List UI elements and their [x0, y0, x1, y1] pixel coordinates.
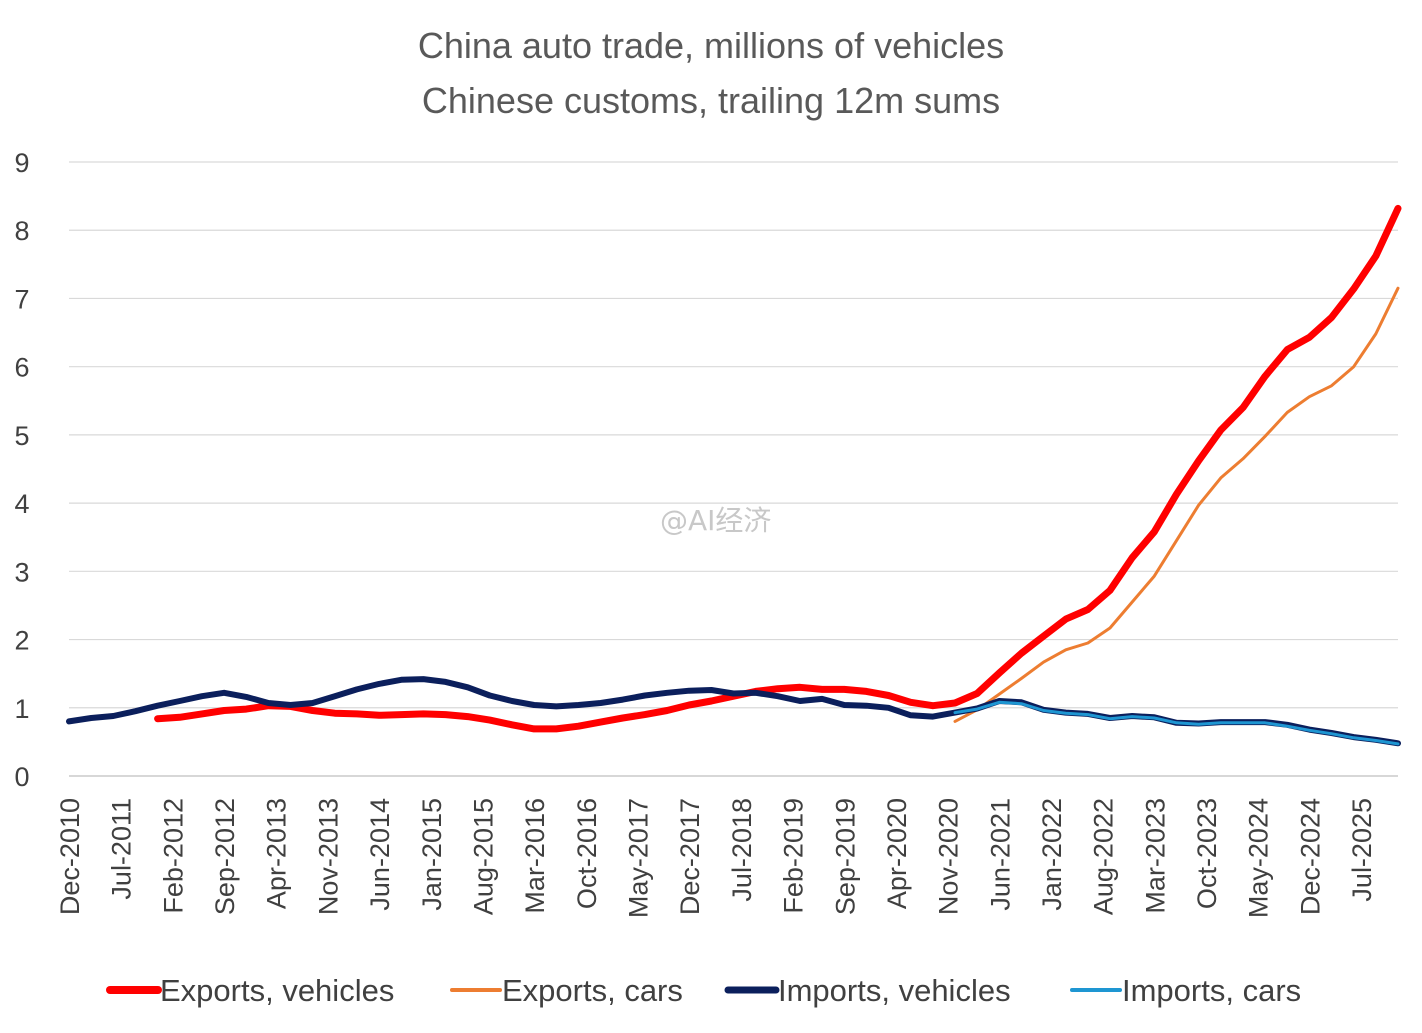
x-tick-label: Jul-2018	[727, 798, 757, 902]
x-tick-label: Oct-2023	[1192, 798, 1222, 909]
grid-lines	[69, 161, 1398, 777]
x-tick-label: Aug-2015	[468, 798, 498, 915]
x-tick-label: Apr-2013	[262, 798, 292, 909]
x-tick-label: Jan-2022	[1037, 798, 1067, 911]
x-tick-label: Mar-2023	[1140, 798, 1170, 914]
y-tick-label: 5	[14, 421, 29, 451]
series-line-exports-cars	[953, 286, 1400, 723]
legend: Exports, vehicles Exports, cars Imports, v…	[106, 973, 1301, 1008]
x-tick-label: Oct-2016	[572, 798, 602, 909]
x-tick-label: Dec-2024	[1295, 798, 1325, 915]
x-tick-label: Dec-2017	[675, 798, 705, 915]
x-tick-label: Apr-2020	[882, 798, 912, 909]
x-tick-label: Aug-2022	[1089, 798, 1119, 915]
series-line-imports-vehicles	[66, 676, 1401, 747]
x-tick-label: Mar-2016	[520, 798, 550, 914]
x-axis-ticks: Dec-2010 Jul-2011 Feb-2012 Sep-2012 Apr-2013…	[55, 798, 1377, 918]
y-tick-label: 6	[14, 353, 29, 383]
y-tick-label: 4	[14, 489, 29, 519]
y-tick-label: 0	[14, 762, 29, 792]
y-tick-label: 7	[14, 284, 29, 314]
y-axis-ticks: 0 1 2 3 4 5 6 7 8 9	[14, 148, 29, 792]
x-tick-label: Nov-2013	[313, 798, 343, 915]
x-tick-label: Feb-2019	[779, 798, 809, 914]
x-tick-label: Jul-2011	[107, 798, 137, 900]
x-tick-label: Nov-2020	[934, 798, 964, 915]
x-tick-label: May-2024	[1244, 798, 1274, 918]
x-tick-label: Jun-2021	[985, 798, 1015, 911]
legend-label: Exports, cars	[502, 973, 683, 1008]
watermark-text: @AI经济	[660, 504, 771, 537]
x-tick-label: Feb-2012	[158, 798, 188, 914]
y-tick-label: 1	[14, 694, 29, 724]
y-tick-label: 3	[14, 557, 29, 587]
y-tick-label: 9	[14, 148, 29, 178]
legend-label: Exports, vehicles	[160, 973, 394, 1008]
x-tick-label: Jan-2015	[417, 798, 447, 911]
x-tick-label: Jul-2025	[1347, 798, 1377, 902]
x-tick-label: Jun-2014	[365, 798, 395, 911]
legend-label: Imports, vehicles	[778, 973, 1011, 1008]
x-tick-label: Sep-2012	[210, 798, 240, 915]
y-tick-label: 2	[14, 626, 29, 656]
chart-title: China auto trade, millions of vehicles	[418, 25, 1004, 66]
x-tick-label: May-2017	[624, 798, 654, 918]
x-tick-label: Sep-2019	[830, 798, 860, 915]
series-line-exports-vehicles	[154, 204, 1402, 733]
x-tick-label: Dec-2010	[55, 798, 85, 915]
legend-label: Imports, cars	[1122, 973, 1301, 1008]
series-lines	[66, 204, 1402, 747]
chart-subtitle: Chinese customs, trailing 12m sums	[422, 80, 1000, 121]
series-line-imports-cars	[953, 700, 1400, 746]
y-tick-label: 8	[14, 216, 29, 246]
